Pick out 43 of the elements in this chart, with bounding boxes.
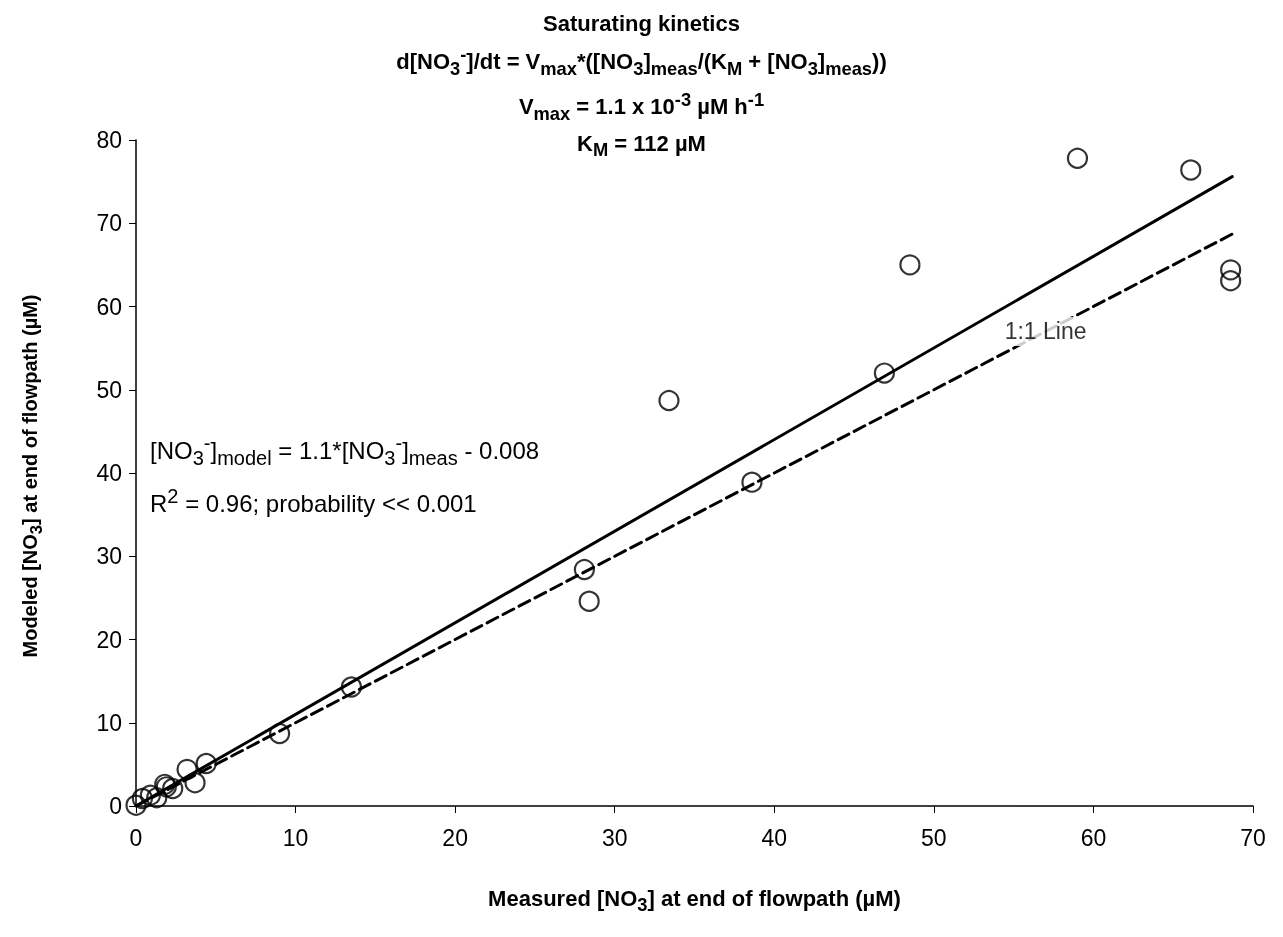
point <box>899 254 921 276</box>
annotation: R$^{2}$ = 0.96; probability << 0.001 <box>150 483 478 519</box>
point <box>195 752 217 775</box>
point <box>176 758 198 780</box>
point <box>573 558 595 581</box>
y-tick-label: 50 <box>96 376 122 403</box>
y-tick-label: 70 <box>96 210 122 237</box>
point <box>125 794 147 816</box>
point <box>658 389 680 412</box>
y-tick-label: 60 <box>96 293 122 320</box>
x-tick-label: 30 <box>601 824 628 851</box>
point <box>578 590 600 612</box>
point <box>1220 270 1242 292</box>
y-tick-label: 0 <box>109 793 122 819</box>
y-tick-label: 30 <box>96 543 122 570</box>
text: [NO$_{3}$$^{-}$]$_{model}$ = 1.1*[NO$_{3}$$^{-}$]$_{meas}$ - 0.008 <box>150 432 540 469</box>
point <box>1180 159 1202 181</box>
text: d[NO$_{3}$$^{-}$]/dt = V$_{max}$*([NO$_{3}$]$_{meas}$/(K$_{M}$ + [NO$_{3}$]$_{meas}$)) V$_{max}$ = 1.1 x 10$^{-3}$ µM h$^{-1}$ K$_{M}$ = 112 µM <box>396 44 887 161</box>
point <box>1220 259 1242 281</box>
point <box>139 784 161 806</box>
x-tick-label: 60 <box>1080 824 1107 851</box>
y-tick-label: 10 <box>96 709 122 736</box>
point <box>873 362 895 384</box>
x-tick-label: 0 <box>129 824 143 851</box>
y-tick-label: 40 <box>96 460 122 486</box>
y-tick-label: 20 <box>96 626 122 653</box>
chart-title: Saturating kinetics <box>542 10 741 38</box>
point <box>184 772 206 794</box>
annotation: 1:1 Line <box>1004 318 1087 345</box>
point <box>146 787 168 809</box>
x-tick-label: 70 <box>1240 824 1266 851</box>
x-tick-label: 50 <box>921 824 947 851</box>
point <box>340 676 363 698</box>
point <box>1066 147 1089 169</box>
point <box>741 471 763 493</box>
x-tick-label: 40 <box>761 824 788 851</box>
point <box>162 777 184 800</box>
x-tick-label: 10 <box>282 824 309 851</box>
point <box>131 787 153 810</box>
x-tick-label: 20 <box>442 824 468 851</box>
x-axis-title: Measured [NO$_{3}$] at end of flowpath (µM) <box>487 885 902 918</box>
y-tick-label: 80 <box>96 127 122 153</box>
point <box>269 722 291 745</box>
